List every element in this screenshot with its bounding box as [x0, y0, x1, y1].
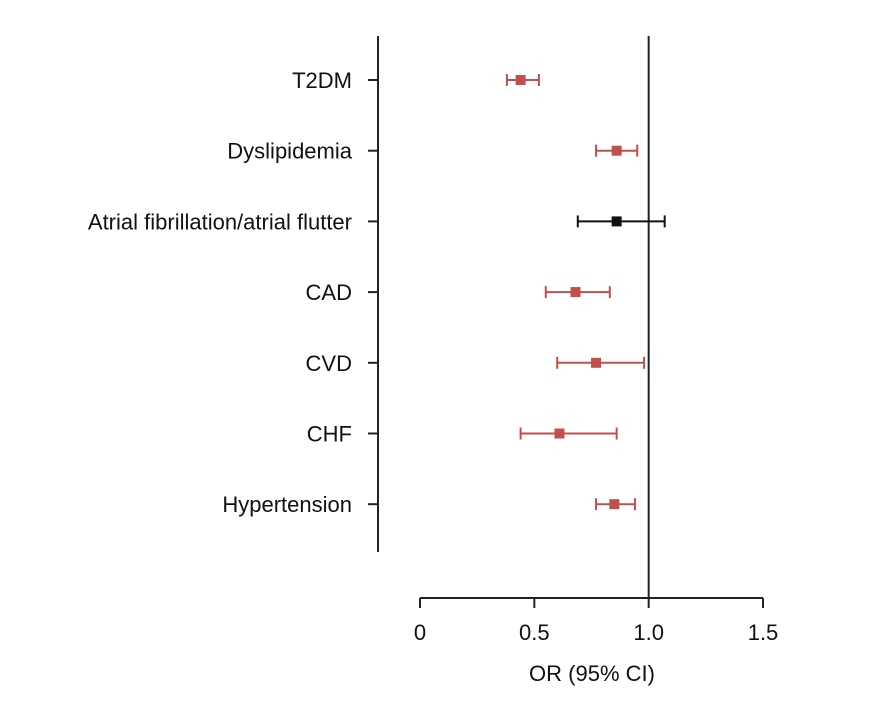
forest-row: CHF	[307, 422, 618, 447]
forest-row: Dyslipidemia	[227, 139, 639, 164]
point-estimate	[554, 428, 565, 439]
category-label: Dyslipidemia	[227, 139, 352, 164]
forest-row: CAD	[306, 280, 611, 305]
forest-row: Atrial fibrillation/atrial flutter	[88, 209, 666, 234]
point-estimate	[609, 499, 620, 510]
x-tick-label: 1.0	[633, 620, 664, 645]
point-estimate	[591, 357, 602, 368]
x-axis-title: OR (95% CI)	[529, 661, 655, 686]
forest-rows: T2DM Dyslipidemia Atrial fibrillation/atri…	[88, 68, 666, 517]
x-axis-ticks: 0 0.5 1.0 1.5	[414, 598, 778, 645]
category-label: CVD	[306, 351, 352, 376]
point-estimate	[515, 75, 526, 85]
point-estimate	[570, 287, 581, 298]
x-tick-label: 0.5	[519, 620, 550, 645]
point-estimate	[611, 216, 622, 227]
forest-row: Hypertension	[222, 492, 636, 517]
category-label: Atrial fibrillation/atrial flutter	[88, 209, 352, 234]
category-label: CHF	[307, 422, 352, 447]
point-estimate	[611, 145, 622, 156]
forest-row: T2DM	[292, 68, 540, 93]
category-label: Hypertension	[222, 492, 352, 517]
forest-row: CVD	[306, 351, 646, 376]
x-tick-label: 1.5	[748, 620, 779, 645]
category-label: T2DM	[292, 68, 352, 93]
x-tick-label: 0	[414, 620, 426, 645]
category-label: CAD	[306, 280, 352, 305]
